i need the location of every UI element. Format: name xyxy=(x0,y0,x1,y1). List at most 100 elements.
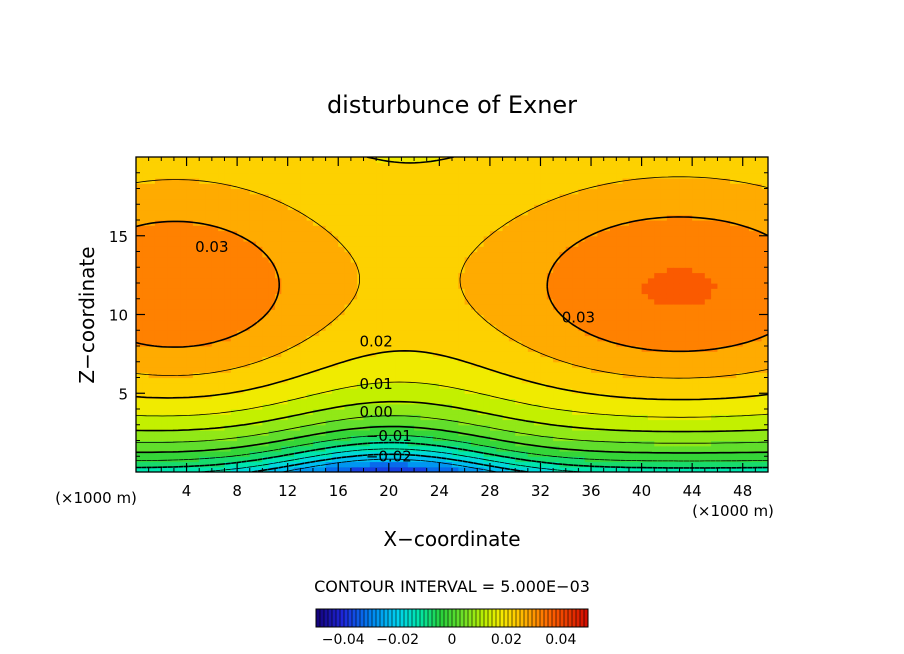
field-cell xyxy=(243,356,251,363)
field-cell xyxy=(154,256,162,263)
field-cell xyxy=(458,293,466,300)
field-cell xyxy=(572,319,579,326)
field-cell xyxy=(565,466,573,472)
field-cell xyxy=(559,361,567,368)
field-cell xyxy=(312,435,320,442)
field-cell xyxy=(281,157,289,163)
field-cell xyxy=(401,220,409,226)
field-cell xyxy=(243,393,251,400)
field-cell xyxy=(243,204,251,211)
field-cell xyxy=(167,388,175,394)
field-cell xyxy=(382,393,390,400)
field-cell xyxy=(363,382,371,389)
field-cell xyxy=(647,346,655,352)
field-cell xyxy=(357,409,365,415)
field-cell xyxy=(186,335,194,342)
field-cell xyxy=(572,209,579,216)
field-cell xyxy=(294,204,301,211)
field-cell xyxy=(622,157,630,163)
field-cell xyxy=(540,193,548,200)
field-cell xyxy=(376,167,384,174)
field-cell xyxy=(287,304,295,310)
field-cell xyxy=(483,340,491,347)
field-cell xyxy=(294,283,301,289)
field-cell xyxy=(281,246,289,253)
field-cell xyxy=(401,335,409,342)
field-cell xyxy=(148,435,156,442)
field-cell xyxy=(508,351,516,358)
field-cell xyxy=(161,398,169,405)
field-cell xyxy=(268,298,276,305)
field-cell xyxy=(148,361,156,368)
field-cell xyxy=(508,293,516,300)
field-cell xyxy=(622,188,630,195)
field-cell xyxy=(211,351,219,358)
field-cell xyxy=(546,445,554,452)
field-cell xyxy=(268,288,276,295)
field-cell xyxy=(401,372,409,379)
field-cell xyxy=(224,377,232,384)
field-cell xyxy=(610,298,617,305)
field-cell xyxy=(414,309,421,316)
field-cell xyxy=(597,461,605,468)
field-cell xyxy=(249,451,257,457)
field-cell xyxy=(325,314,333,321)
field-cell xyxy=(331,335,339,342)
field-cell xyxy=(508,214,516,221)
field-cell xyxy=(192,241,200,247)
field-cell xyxy=(167,183,175,190)
field-cell xyxy=(647,209,655,216)
field-cell xyxy=(458,398,466,405)
field-cell xyxy=(306,162,314,169)
field-cell xyxy=(369,309,377,316)
field-cell xyxy=(192,466,200,472)
field-cell xyxy=(527,283,535,289)
field-cell xyxy=(616,293,624,300)
field-cell xyxy=(382,466,390,472)
field-cell xyxy=(357,204,365,211)
field-cell xyxy=(578,456,586,463)
field-cell xyxy=(230,346,238,352)
field-cell xyxy=(161,251,169,258)
field-cell xyxy=(591,377,598,384)
field-cell xyxy=(218,430,226,436)
field-cell xyxy=(439,372,447,379)
field-cell xyxy=(597,430,605,436)
field-cell xyxy=(382,162,390,169)
field-cell xyxy=(243,188,251,195)
field-cell xyxy=(331,319,339,326)
field-cell xyxy=(534,356,542,363)
field-cell xyxy=(635,209,643,216)
field-cell xyxy=(211,230,219,237)
field-cell xyxy=(534,220,542,226)
field-cell xyxy=(294,440,301,447)
field-cell xyxy=(224,183,232,190)
field-cell xyxy=(445,283,453,289)
field-cell xyxy=(553,293,561,300)
field-cell xyxy=(534,188,542,195)
field-cell xyxy=(350,393,358,400)
field-cell xyxy=(565,214,573,221)
field-cell xyxy=(262,204,270,211)
field-cell xyxy=(338,388,346,394)
field-cell xyxy=(540,340,548,347)
field-cell xyxy=(578,445,586,452)
field-cell xyxy=(515,209,523,216)
field-cell xyxy=(414,188,421,195)
field-cell xyxy=(211,298,219,305)
field-cell xyxy=(148,262,156,268)
field-cell xyxy=(382,230,390,237)
field-cell xyxy=(281,178,289,184)
field-cell xyxy=(477,209,485,216)
field-cell xyxy=(483,241,491,247)
field-cell xyxy=(628,178,636,184)
field-cell xyxy=(610,293,617,300)
field-cell xyxy=(388,293,396,300)
field-cell xyxy=(199,445,207,452)
field-cell xyxy=(350,172,358,179)
field-cell xyxy=(515,256,523,263)
field-cell xyxy=(641,466,649,472)
field-cell xyxy=(420,451,428,457)
field-cell xyxy=(262,225,270,232)
field-cell xyxy=(603,461,611,468)
